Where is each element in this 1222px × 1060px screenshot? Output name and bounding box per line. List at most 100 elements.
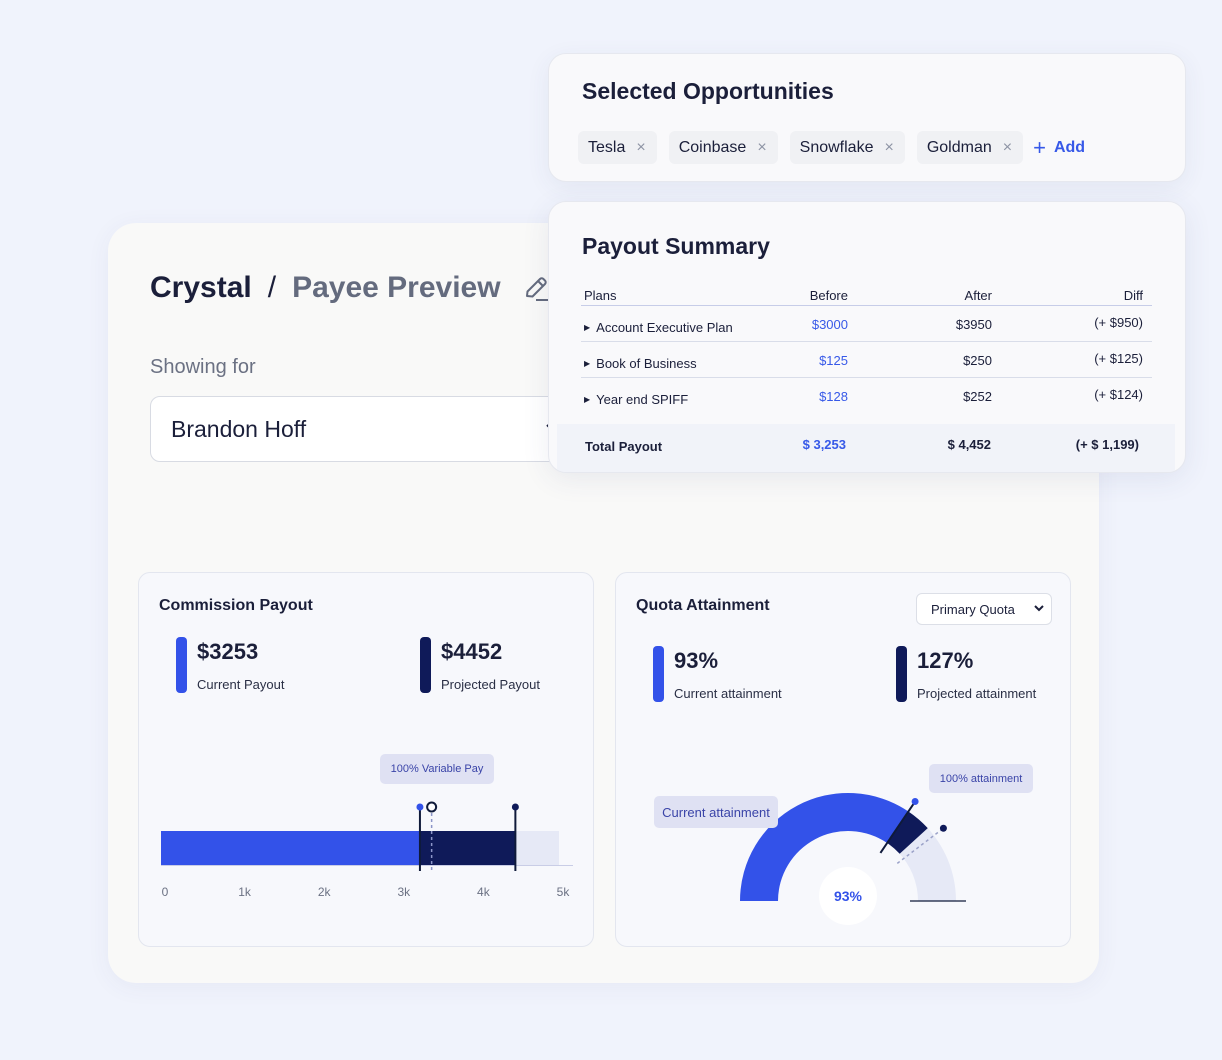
projected-attainment-value: 127% xyxy=(917,648,974,673)
current-attainment-label: Current attainment xyxy=(674,686,782,701)
payout-summary-table: Plans Before After Diff ▶ Account Execut… xyxy=(581,286,1152,414)
variable-pay-marker-ring xyxy=(426,801,438,813)
current-attainment-needle xyxy=(879,800,916,854)
total-after-value: $ 4,452 xyxy=(947,437,991,452)
payout-summary-panel: Payout Summary Plans Before After Diff ▶… xyxy=(548,201,1186,473)
opportunity-chip[interactable]: Coinbase × xyxy=(668,131,778,164)
column-header-diff: Diff xyxy=(1123,288,1143,303)
remove-icon[interactable]: × xyxy=(1002,138,1013,156)
x-tick-label: 1k xyxy=(238,885,252,899)
projected-payout-bar xyxy=(419,831,516,865)
commission-payout-card: Commission Payout $3253 Current Payout $… xyxy=(138,572,594,947)
before-value: $128 xyxy=(819,389,848,404)
x-tick-label: 0 xyxy=(162,885,169,899)
projected-payout-metric: $4452 Projected Payout xyxy=(420,637,540,693)
diff-value: (+ $950) xyxy=(1094,315,1143,330)
payout-summary-title: Payout Summary xyxy=(582,233,770,259)
selected-opportunities-panel: Selected Opportunities Tesla × Coinbase … xyxy=(548,53,1186,182)
selected-opportunities-title: Selected Opportunities xyxy=(582,78,834,104)
showing-for-label: Showing for xyxy=(150,356,256,378)
add-opportunity-label: Add xyxy=(1053,138,1086,156)
plan-name: Account Executive Plan xyxy=(596,320,733,335)
projected-payout-value: $4452 xyxy=(441,639,503,664)
target-attainment-needle-dot xyxy=(939,824,947,832)
opportunity-chip-label: Snowflake xyxy=(799,138,874,156)
table-row[interactable]: ▶ Year end SPIFF $128 $252 (+ $124) xyxy=(581,378,1152,414)
column-header-after: After xyxy=(964,288,992,303)
total-diff-value: (+ $ 1,199) xyxy=(1075,437,1139,452)
current-payout-metric: $3253 Current Payout xyxy=(176,637,284,693)
current-attainment-tooltip: Current attainment xyxy=(654,796,778,828)
diff-value: (+ $125) xyxy=(1094,351,1143,366)
plan-name: Year end SPIFF xyxy=(596,392,689,407)
commission-payout-title: Commission Payout xyxy=(159,597,313,614)
quota-attainment-title: Quota Attainment xyxy=(636,597,770,614)
current-attainment-arc xyxy=(740,793,909,901)
after-value: $252 xyxy=(963,389,992,404)
expand-caret-icon[interactable]: ▶ xyxy=(584,395,591,404)
gauge-center-badge xyxy=(819,867,877,925)
projected-payout-marker-dot xyxy=(511,803,519,811)
opportunity-chip-label: Goldman xyxy=(926,138,992,156)
opportunity-chip-label: Tesla xyxy=(588,138,626,156)
table-row[interactable]: ▶ Book of Business $125 $250 (+ $125) xyxy=(581,342,1152,378)
opportunity-chip-list: Tesla × Coinbase × Snowflake × Goldman ×… xyxy=(578,131,1085,164)
breadcrumb-separator: / xyxy=(267,271,277,304)
projected-attainment-metric: 127% Projected attainment xyxy=(896,646,1036,702)
quota-type-value: Primary Quota xyxy=(931,601,1015,617)
remove-icon[interactable]: × xyxy=(636,138,646,156)
after-value: $3950 xyxy=(955,317,992,332)
quota-type-select[interactable]: Primary Quota xyxy=(916,593,1052,625)
current-attainment-swatch xyxy=(653,646,664,702)
after-value: $250 xyxy=(963,353,992,368)
plus-icon: + xyxy=(1033,134,1046,160)
plan-cell: ▶ Account Executive Plan xyxy=(584,320,733,335)
remove-icon[interactable]: × xyxy=(757,138,767,156)
total-before-value: $ 3,253 xyxy=(802,437,846,452)
current-payout-bar xyxy=(161,831,420,865)
expand-caret-icon[interactable]: ▶ xyxy=(584,359,591,368)
plan-cell: ▶ Year end SPIFF xyxy=(584,392,688,407)
breadcrumb: Crystal / Payee Preview xyxy=(150,268,551,308)
gauge-center-label: 93% xyxy=(834,888,863,904)
projected-attainment-label: Projected attainment xyxy=(917,686,1037,701)
target-attainment-tooltip: 100% attainment xyxy=(929,764,1033,793)
table-header: Plans Before After Diff xyxy=(581,286,1152,306)
table-row[interactable]: ▶ Account Executive Plan $3000 $3950 (+ … xyxy=(581,306,1152,342)
payee-select[interactable]: Brandon Hoff xyxy=(150,396,580,462)
before-value: $125 xyxy=(819,353,848,368)
current-payout-label: Current Payout xyxy=(197,677,285,692)
current-attainment-needle-dot xyxy=(911,798,919,806)
diff-value: (+ $124) xyxy=(1094,387,1143,402)
target-attainment-needle xyxy=(896,827,944,864)
expand-caret-icon[interactable]: ▶ xyxy=(584,323,591,332)
current-attainment-metric: 93% Current attainment xyxy=(653,646,782,702)
total-payout-label: Total Payout xyxy=(585,439,663,454)
x-tick-label: 4k xyxy=(477,885,491,899)
page-title: Payee Preview xyxy=(292,271,501,304)
current-payout-value: $3253 xyxy=(197,639,259,664)
plan-name: Book of Business xyxy=(596,356,697,371)
breadcrumb-root[interactable]: Crystal xyxy=(150,271,252,304)
before-value: $3000 xyxy=(811,317,848,332)
opportunity-chip[interactable]: Tesla × xyxy=(578,131,657,164)
commission-bar-chart: 0 1k 2k 3k 4k 5k xyxy=(161,801,573,899)
x-tick-label: 5k xyxy=(557,885,571,899)
remove-icon[interactable]: × xyxy=(884,138,894,156)
pencil-icon[interactable] xyxy=(521,273,551,303)
opportunity-chip[interactable]: Snowflake × xyxy=(789,131,905,164)
x-tick-label: 3k xyxy=(397,885,411,899)
total-payout-row: Total Payout $ 3,253 $ 4,452 (+ $ 1,199) xyxy=(557,424,1175,472)
current-payout-marker-dot xyxy=(416,803,424,811)
variable-pay-tooltip: 100% Variable Pay xyxy=(380,754,494,784)
opportunity-chip[interactable]: Goldman × xyxy=(916,131,1024,164)
opportunity-chip-label: Coinbase xyxy=(678,138,747,156)
projected-payout-label: Projected Payout xyxy=(441,677,541,692)
quota-attainment-card: Quota Attainment Primary Quota 93% Curre… xyxy=(615,572,1071,947)
current-payout-swatch xyxy=(176,637,187,693)
current-attainment-value: 93% xyxy=(674,648,719,673)
add-opportunity-button[interactable]: + Add xyxy=(1033,134,1086,160)
x-tick-label: 2k xyxy=(318,885,332,899)
projected-attainment-arc xyxy=(887,811,928,854)
column-header-plans: Plans xyxy=(584,288,617,303)
